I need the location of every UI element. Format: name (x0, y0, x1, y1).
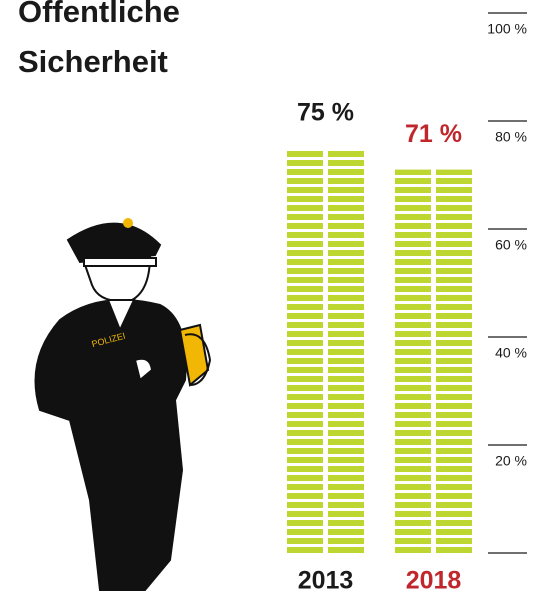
x-tick-label: 2013 (298, 567, 354, 595)
chart-title-part: Öffentliche (18, 0, 180, 29)
chart-title: Öffentliche Sicherheit (18, 0, 180, 79)
value-label: 71 % (405, 120, 462, 148)
bar (287, 148, 364, 553)
y-tick-label: 100 % (487, 21, 527, 37)
y-tick-label: 20 % (495, 453, 527, 469)
x-tick-label: 2018 (406, 567, 462, 595)
y-tick-label: 60 % (495, 237, 527, 253)
y-tick-label: 40 % (495, 345, 527, 361)
value-label: 75 % (297, 99, 354, 127)
chart-title-part: Sicherheit (18, 44, 168, 79)
bar (395, 169, 472, 553)
y-tick-label: 80 % (495, 129, 527, 145)
police-illustration: POLIZEI (34, 218, 212, 591)
